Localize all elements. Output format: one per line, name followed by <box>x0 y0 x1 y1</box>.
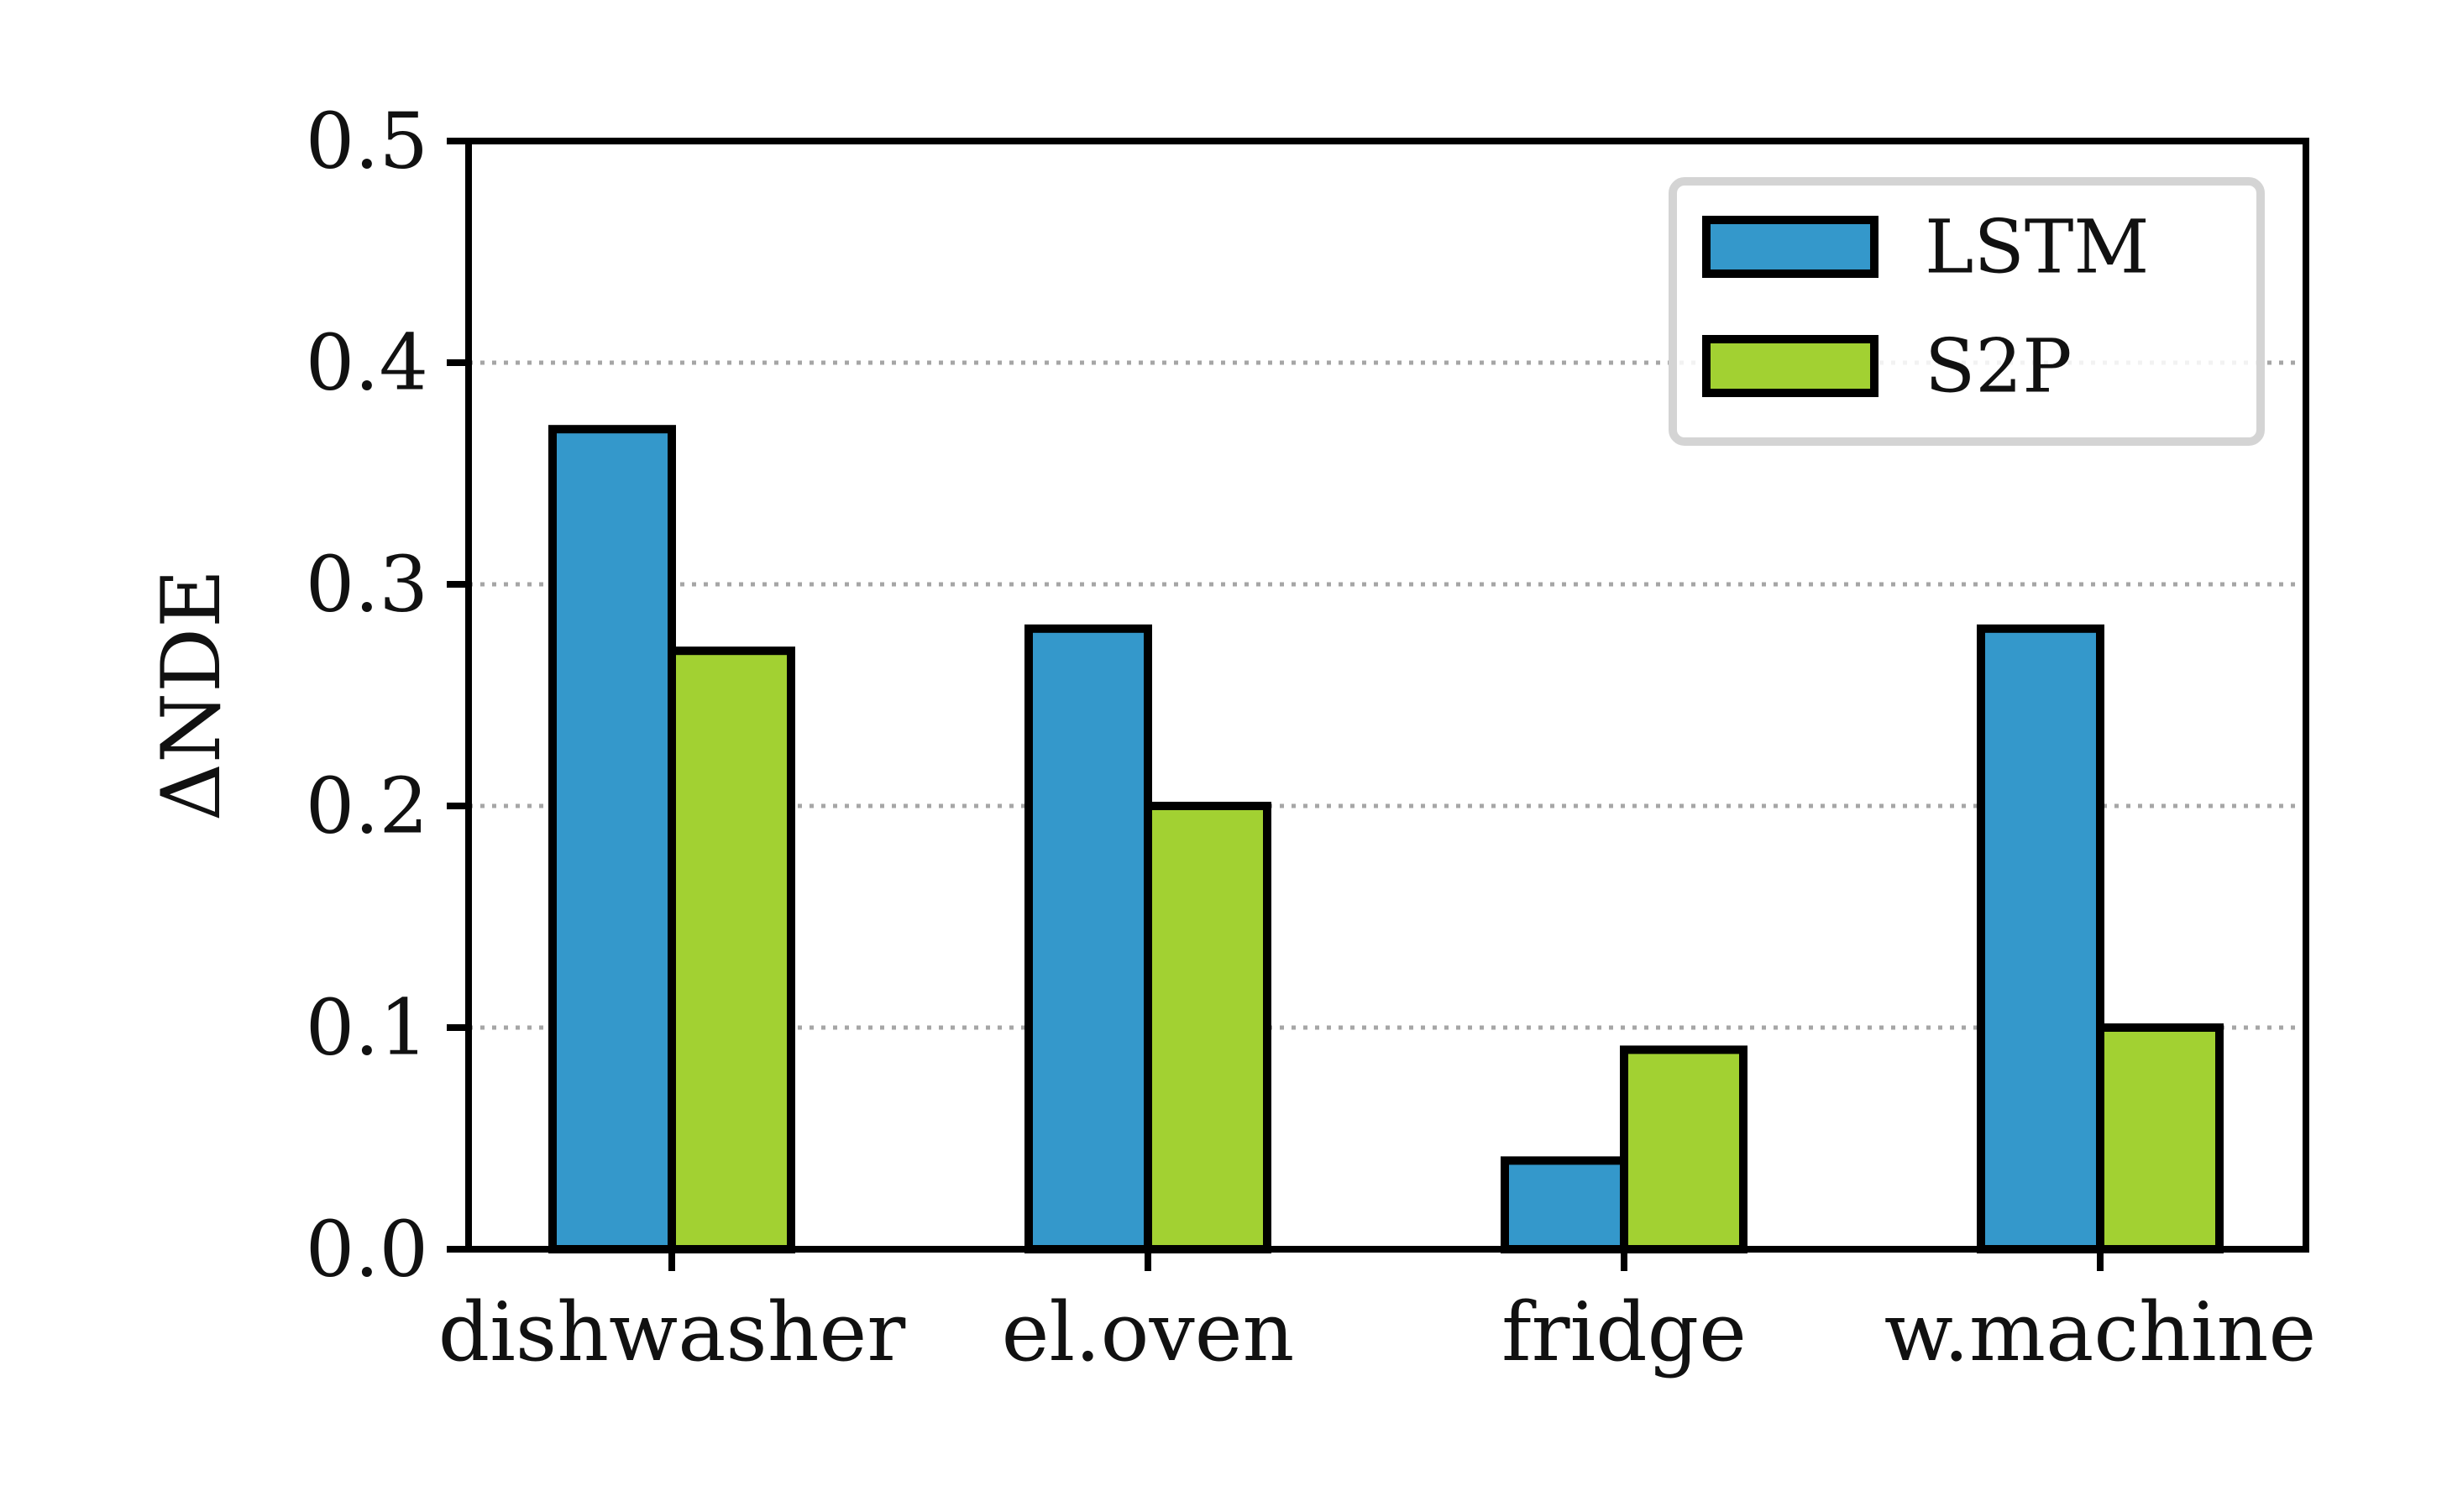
bar-lstm-dishwasher <box>548 425 676 1253</box>
bar-s2p-fridge <box>1620 1045 1747 1254</box>
legend: LSTM S2P <box>1669 177 2265 446</box>
x-tick-label: w.machine <box>1884 1285 2317 1379</box>
legend-swatch <box>1702 335 1878 397</box>
x-tick-label: fridge <box>1501 1285 1747 1379</box>
bar-lstm-el-oven <box>1024 624 1152 1253</box>
bar-s2p-el-oven <box>1144 802 1271 1253</box>
x-tick-label: el.oven <box>1002 1285 1295 1379</box>
legend-label: LSTM <box>1925 204 2150 290</box>
y-tick-label: 0.1 <box>306 983 428 1073</box>
y-axis: 0.0 0.1 0.2 0.3 0.4 0.5 <box>306 97 469 1295</box>
legend-label: S2P <box>1925 323 2072 410</box>
bar-lstm-w-machine <box>1977 624 2104 1253</box>
bar-lstm-fridge <box>1501 1156 1628 1254</box>
y-tick-label: 0.0 <box>306 1205 428 1295</box>
bar-s2p-w-machine <box>2096 1023 2224 1253</box>
y-axis-title: ΔNDE <box>144 569 238 821</box>
x-tick-label: dishwasher <box>438 1285 906 1379</box>
y-tick-label: 0.4 <box>306 318 428 408</box>
y-tick-label: 0.5 <box>306 97 428 186</box>
legend-swatch <box>1702 216 1878 278</box>
bar-s2p-dishwasher <box>668 646 795 1253</box>
x-axis: dishwasher el.oven fridge w.machine <box>438 1249 2316 1379</box>
y-tick-label: 0.2 <box>306 761 428 851</box>
y-tick-label: 0.3 <box>306 540 428 630</box>
plot-area-frame <box>465 138 2309 1253</box>
